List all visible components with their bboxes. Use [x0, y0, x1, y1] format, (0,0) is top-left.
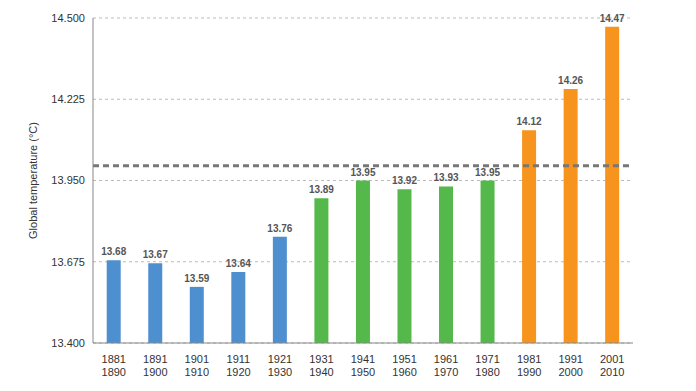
- svg-text:14.47: 14.47: [600, 13, 625, 24]
- svg-text:13.64: 13.64: [226, 258, 251, 269]
- svg-text:19912000: 19912000: [558, 353, 582, 378]
- svg-text:13.950: 13.950: [51, 174, 85, 186]
- svg-text:13.675: 13.675: [51, 256, 85, 268]
- svg-text:18811890: 18811890: [102, 353, 126, 378]
- svg-text:14.26: 14.26: [558, 75, 583, 86]
- svg-text:20012010: 20012010: [600, 353, 624, 378]
- svg-text:13.67: 13.67: [143, 249, 168, 260]
- svg-text:19011910: 19011910: [185, 353, 209, 378]
- svg-text:19111920: 19111920: [226, 353, 250, 378]
- svg-text:13.89: 13.89: [309, 184, 334, 195]
- svg-text:19511960: 19511960: [392, 353, 416, 378]
- svg-text:13.59: 13.59: [184, 273, 209, 284]
- svg-text:19411950: 19411950: [351, 353, 375, 378]
- svg-text:14.12: 14.12: [517, 116, 542, 127]
- svg-text:14.500: 14.500: [51, 12, 85, 24]
- svg-text:14.225: 14.225: [51, 93, 85, 105]
- svg-text:13.68: 13.68: [101, 246, 126, 257]
- svg-text:13.76: 13.76: [267, 223, 292, 234]
- svg-text:19611970: 19611970: [434, 353, 458, 378]
- svg-text:19311940: 19311940: [309, 353, 333, 378]
- svg-text:13.95: 13.95: [350, 167, 375, 178]
- svg-text:13.400: 13.400: [51, 337, 85, 349]
- svg-text:13.95: 13.95: [475, 167, 500, 178]
- svg-text:19711980: 19711980: [475, 353, 499, 378]
- svg-text:Global temperature (°C): Global temperature (°C): [27, 122, 39, 239]
- svg-text:19811990: 19811990: [517, 353, 541, 378]
- svg-text:19211930: 19211930: [268, 353, 292, 378]
- svg-text:13.92: 13.92: [392, 175, 417, 186]
- svg-text:18911900: 18911900: [143, 353, 167, 378]
- svg-text:13.93: 13.93: [433, 172, 458, 183]
